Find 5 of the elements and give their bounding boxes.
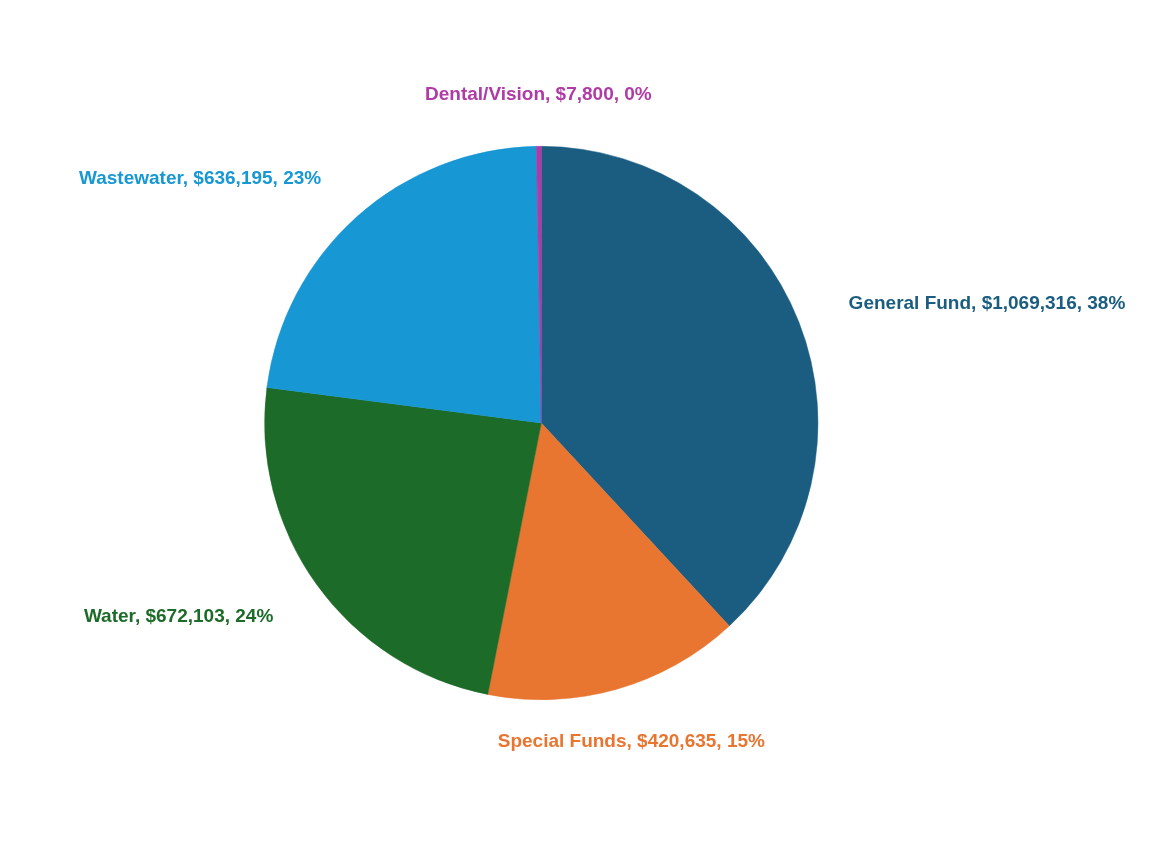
slice-label: Wastewater, $636,195, 23% bbox=[78, 166, 322, 188]
slice-label: General Fund, $1,069,316, 38% bbox=[848, 292, 1126, 314]
slice-label: Water, $672,103, 24% bbox=[83, 605, 274, 627]
slice-label: Dental/Vision, $7,800, 0% bbox=[425, 82, 652, 104]
slice-label: Special Funds, $420,635, 15% bbox=[497, 729, 766, 751]
